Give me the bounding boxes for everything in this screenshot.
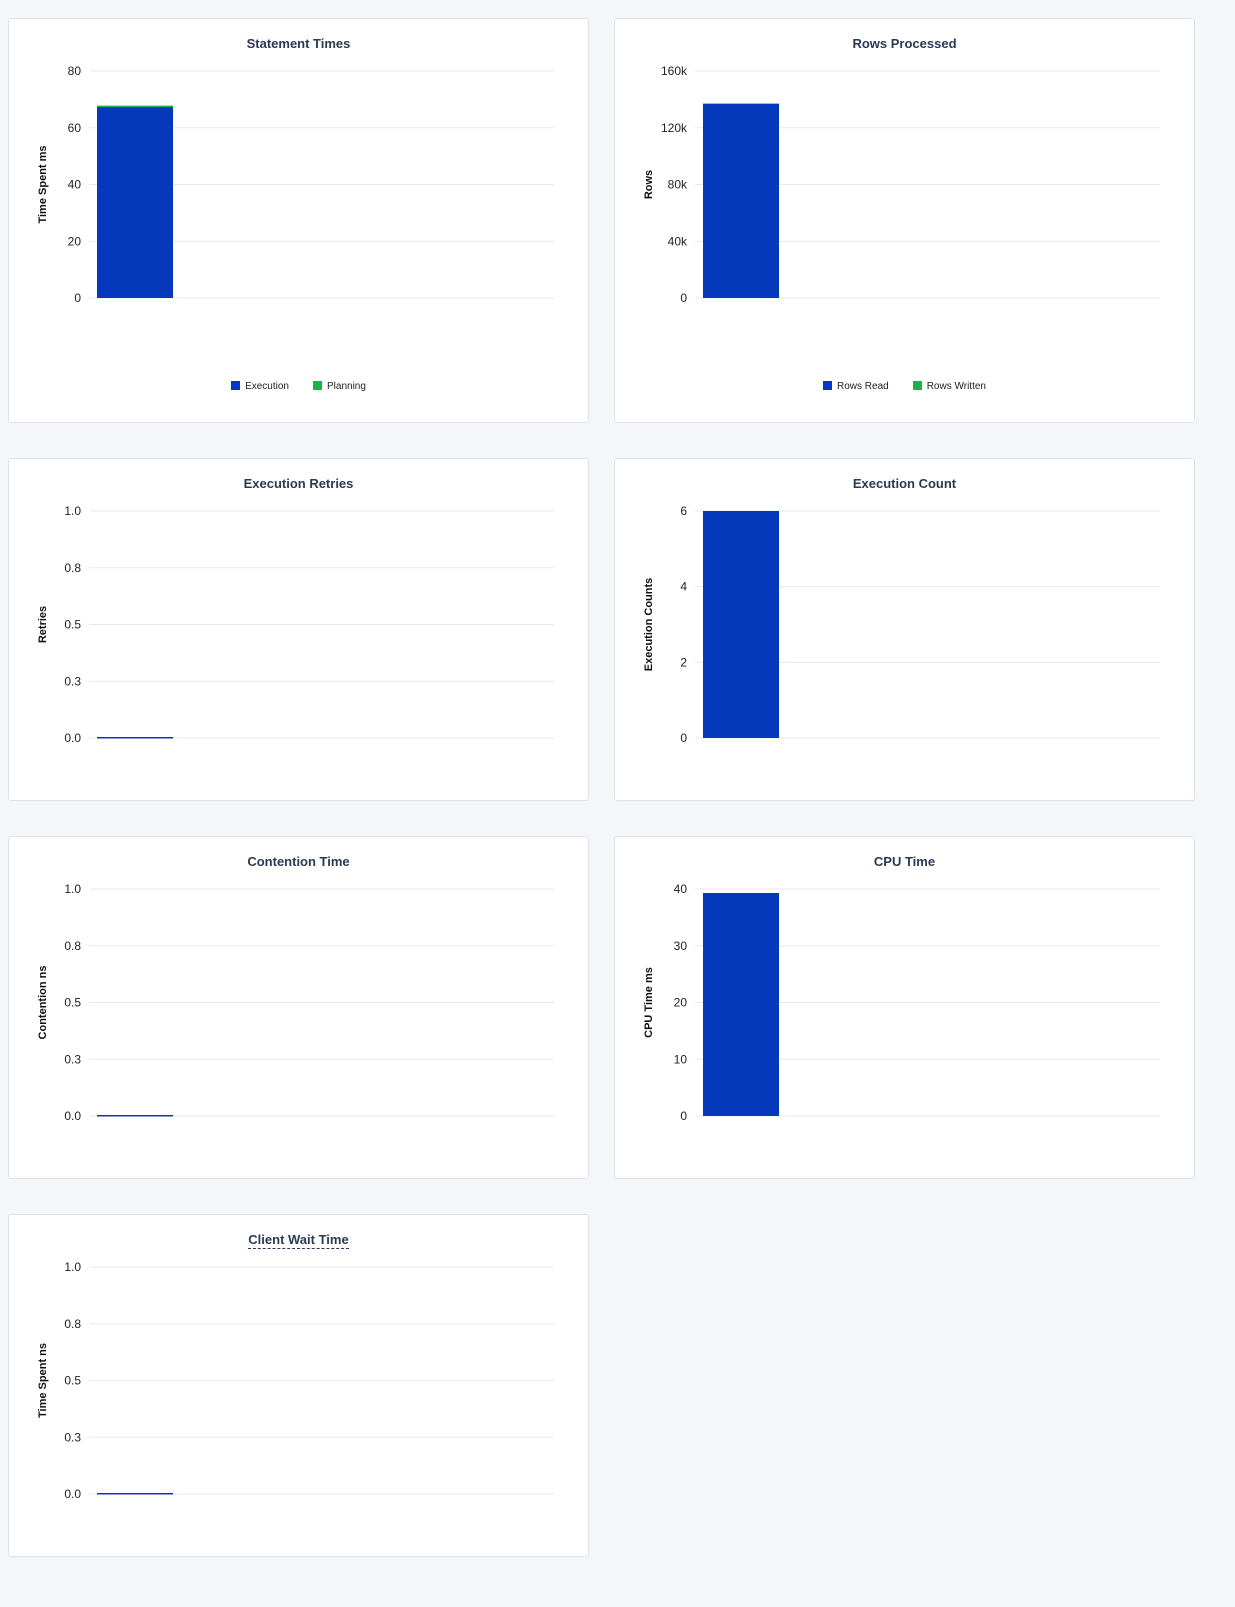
legend-label: Planning [327, 381, 366, 392]
chart-title-text: Execution Count [852, 476, 957, 491]
legend-item[interactable]: Rows Read [823, 381, 889, 392]
legend-label: Rows Written [926, 381, 986, 392]
execution-retries-card: Execution Retries 0.0 0.3 0.5 0.8 1.0 Retries [8, 458, 589, 801]
bar-value[interactable] [703, 892, 779, 1116]
y-tick-label: 1.0 [64, 1260, 81, 1274]
chart-svg: 0 20 40 60 80 Time Spent ms [37, 64, 554, 305]
bar-rows-read[interactable] [703, 103, 779, 298]
legend-label: Execution [245, 381, 289, 392]
bar-execution[interactable] [97, 107, 173, 298]
bar[interactable] [97, 737, 173, 739]
bar-planning[interactable] [97, 105, 173, 108]
chart-svg: 0 40k 80k 120k 160k Rows [643, 64, 1160, 305]
chart-svg: 0.0 0.3 0.5 0.8 1.0 Contention ns [37, 882, 554, 1123]
chart-title: Contention Time [9, 854, 588, 869]
y-tick-label: 0.3 [64, 1052, 81, 1066]
y-tick-label: 0.5 [64, 1374, 81, 1388]
legend-swatch [912, 381, 922, 390]
y-tick-label: 0.0 [64, 731, 81, 745]
y-tick-label: 120k [661, 121, 688, 135]
y-tick-label: 0.3 [64, 674, 81, 688]
y-tick-label: 0.5 [64, 996, 81, 1010]
y-tick-label: 80 [68, 64, 82, 78]
execution-count-card: Execution Count 0 2 4 6 Execution Counts [614, 458, 1195, 801]
y-tick-label: 6 [680, 504, 687, 518]
y-tick-label: 4 [680, 580, 687, 594]
client-wait-time-card: Client Wait Time 0.0 0.3 0.5 0.8 1.0 Time Spen… [8, 1214, 589, 1557]
y-tick-label: 0.0 [64, 1487, 81, 1501]
chart-title: Execution Count [615, 476, 1194, 491]
chart-svg: 0.0 0.3 0.5 0.8 1.0 Retries [37, 504, 554, 745]
y-tick-label: 0 [680, 291, 687, 305]
y-tick-label: 1.0 [64, 882, 81, 896]
chart-title-text[interactable]: Client Wait Time [248, 1232, 349, 1249]
y-axis-label: Rows [643, 170, 655, 199]
y-tick-label: 40 [674, 882, 688, 896]
chart-svg: 0 10 20 30 40 CPU Time ms [643, 882, 1160, 1123]
legend: Rows Read Rows Written [615, 381, 1194, 392]
y-tick-label: 1.0 [64, 504, 81, 518]
y-tick-label: 60 [68, 121, 82, 135]
y-tick-label: 0 [680, 731, 687, 745]
chart-title: CPU Time [615, 854, 1194, 869]
chart-title: Execution Retries [9, 476, 588, 491]
rows-processed-card: Rows Processed 0 40k 80k 120k 160k Rows Rows Re… [614, 18, 1195, 423]
chart-title-text: CPU Time [873, 854, 936, 869]
y-tick-label: 20 [68, 234, 82, 248]
chart-svg: 0 2 4 6 Execution Counts [643, 504, 1160, 745]
legend-item[interactable]: Execution [231, 381, 289, 392]
bar[interactable] [97, 1493, 173, 1495]
legend-item[interactable]: Rows Written [912, 381, 986, 392]
y-tick-label: 0.3 [64, 1430, 81, 1444]
legend-item[interactable]: Planning [313, 381, 366, 392]
y-tick-label: 0.5 [64, 618, 81, 632]
y-tick-label: 0 [74, 291, 81, 305]
chart-title: Rows Processed [615, 36, 1194, 51]
legend-swatch [231, 381, 241, 390]
y-axis-label: CPU Time ms [643, 967, 655, 1038]
chart-title: Statement Times [9, 36, 588, 51]
y-tick-label: 10 [674, 1052, 688, 1066]
y-tick-label: 0.8 [64, 561, 81, 575]
y-tick-label: 0.8 [64, 1317, 81, 1331]
chart-title-text: Statement Times [246, 36, 351, 51]
y-axis-label: Contention ns [37, 966, 49, 1040]
chart-title-text: Execution Retries [243, 476, 354, 491]
y-tick-label: 2 [680, 655, 687, 669]
chart-title-text: Contention Time [247, 854, 350, 869]
legend-label: Rows Read [837, 381, 889, 392]
y-tick-label: 0.0 [64, 1109, 81, 1123]
y-tick-label: 0 [680, 1109, 687, 1123]
cpu-time-card: CPU Time 0 10 20 30 40 CPU Time ms [614, 836, 1195, 1179]
y-tick-label: 80k [668, 178, 688, 192]
y-axis-label: Time Spent ns [37, 1343, 49, 1418]
chart-title-text: Rows Processed [852, 36, 957, 51]
y-tick-label: 160k [661, 64, 688, 78]
y-tick-label: 0.8 [64, 939, 81, 953]
legend: Execution Planning [9, 381, 588, 392]
y-tick-label: 40k [668, 234, 688, 248]
y-tick-label: 30 [674, 939, 688, 953]
bar[interactable] [97, 1115, 173, 1117]
chart-title[interactable]: Client Wait Time [9, 1232, 588, 1249]
contention-time-card: Contention Time 0.0 0.3 0.5 0.8 1.0 Contention… [8, 836, 589, 1179]
y-axis-label: Retries [37, 606, 49, 643]
y-tick-label: 40 [68, 178, 82, 192]
statement-times-card: Statement Times 0 20 40 60 80 Time Spent ms Exe… [8, 18, 589, 423]
y-tick-label: 20 [674, 996, 688, 1010]
chart-svg: 0.0 0.3 0.5 0.8 1.0 Time Spent ns [37, 1260, 554, 1501]
y-axis-label: Time Spent ms [37, 145, 49, 223]
legend-swatch [823, 381, 832, 390]
y-axis-label: Execution Counts [643, 578, 655, 672]
bar-value[interactable] [703, 511, 779, 738]
legend-swatch [313, 381, 322, 390]
